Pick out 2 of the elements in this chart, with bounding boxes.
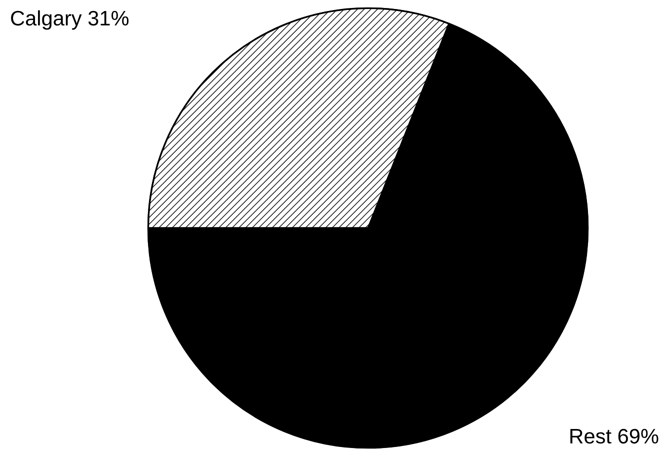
slice-label: Rest 69% (570, 428, 658, 444)
slice-label: Calgary 31% (11, 10, 129, 30)
